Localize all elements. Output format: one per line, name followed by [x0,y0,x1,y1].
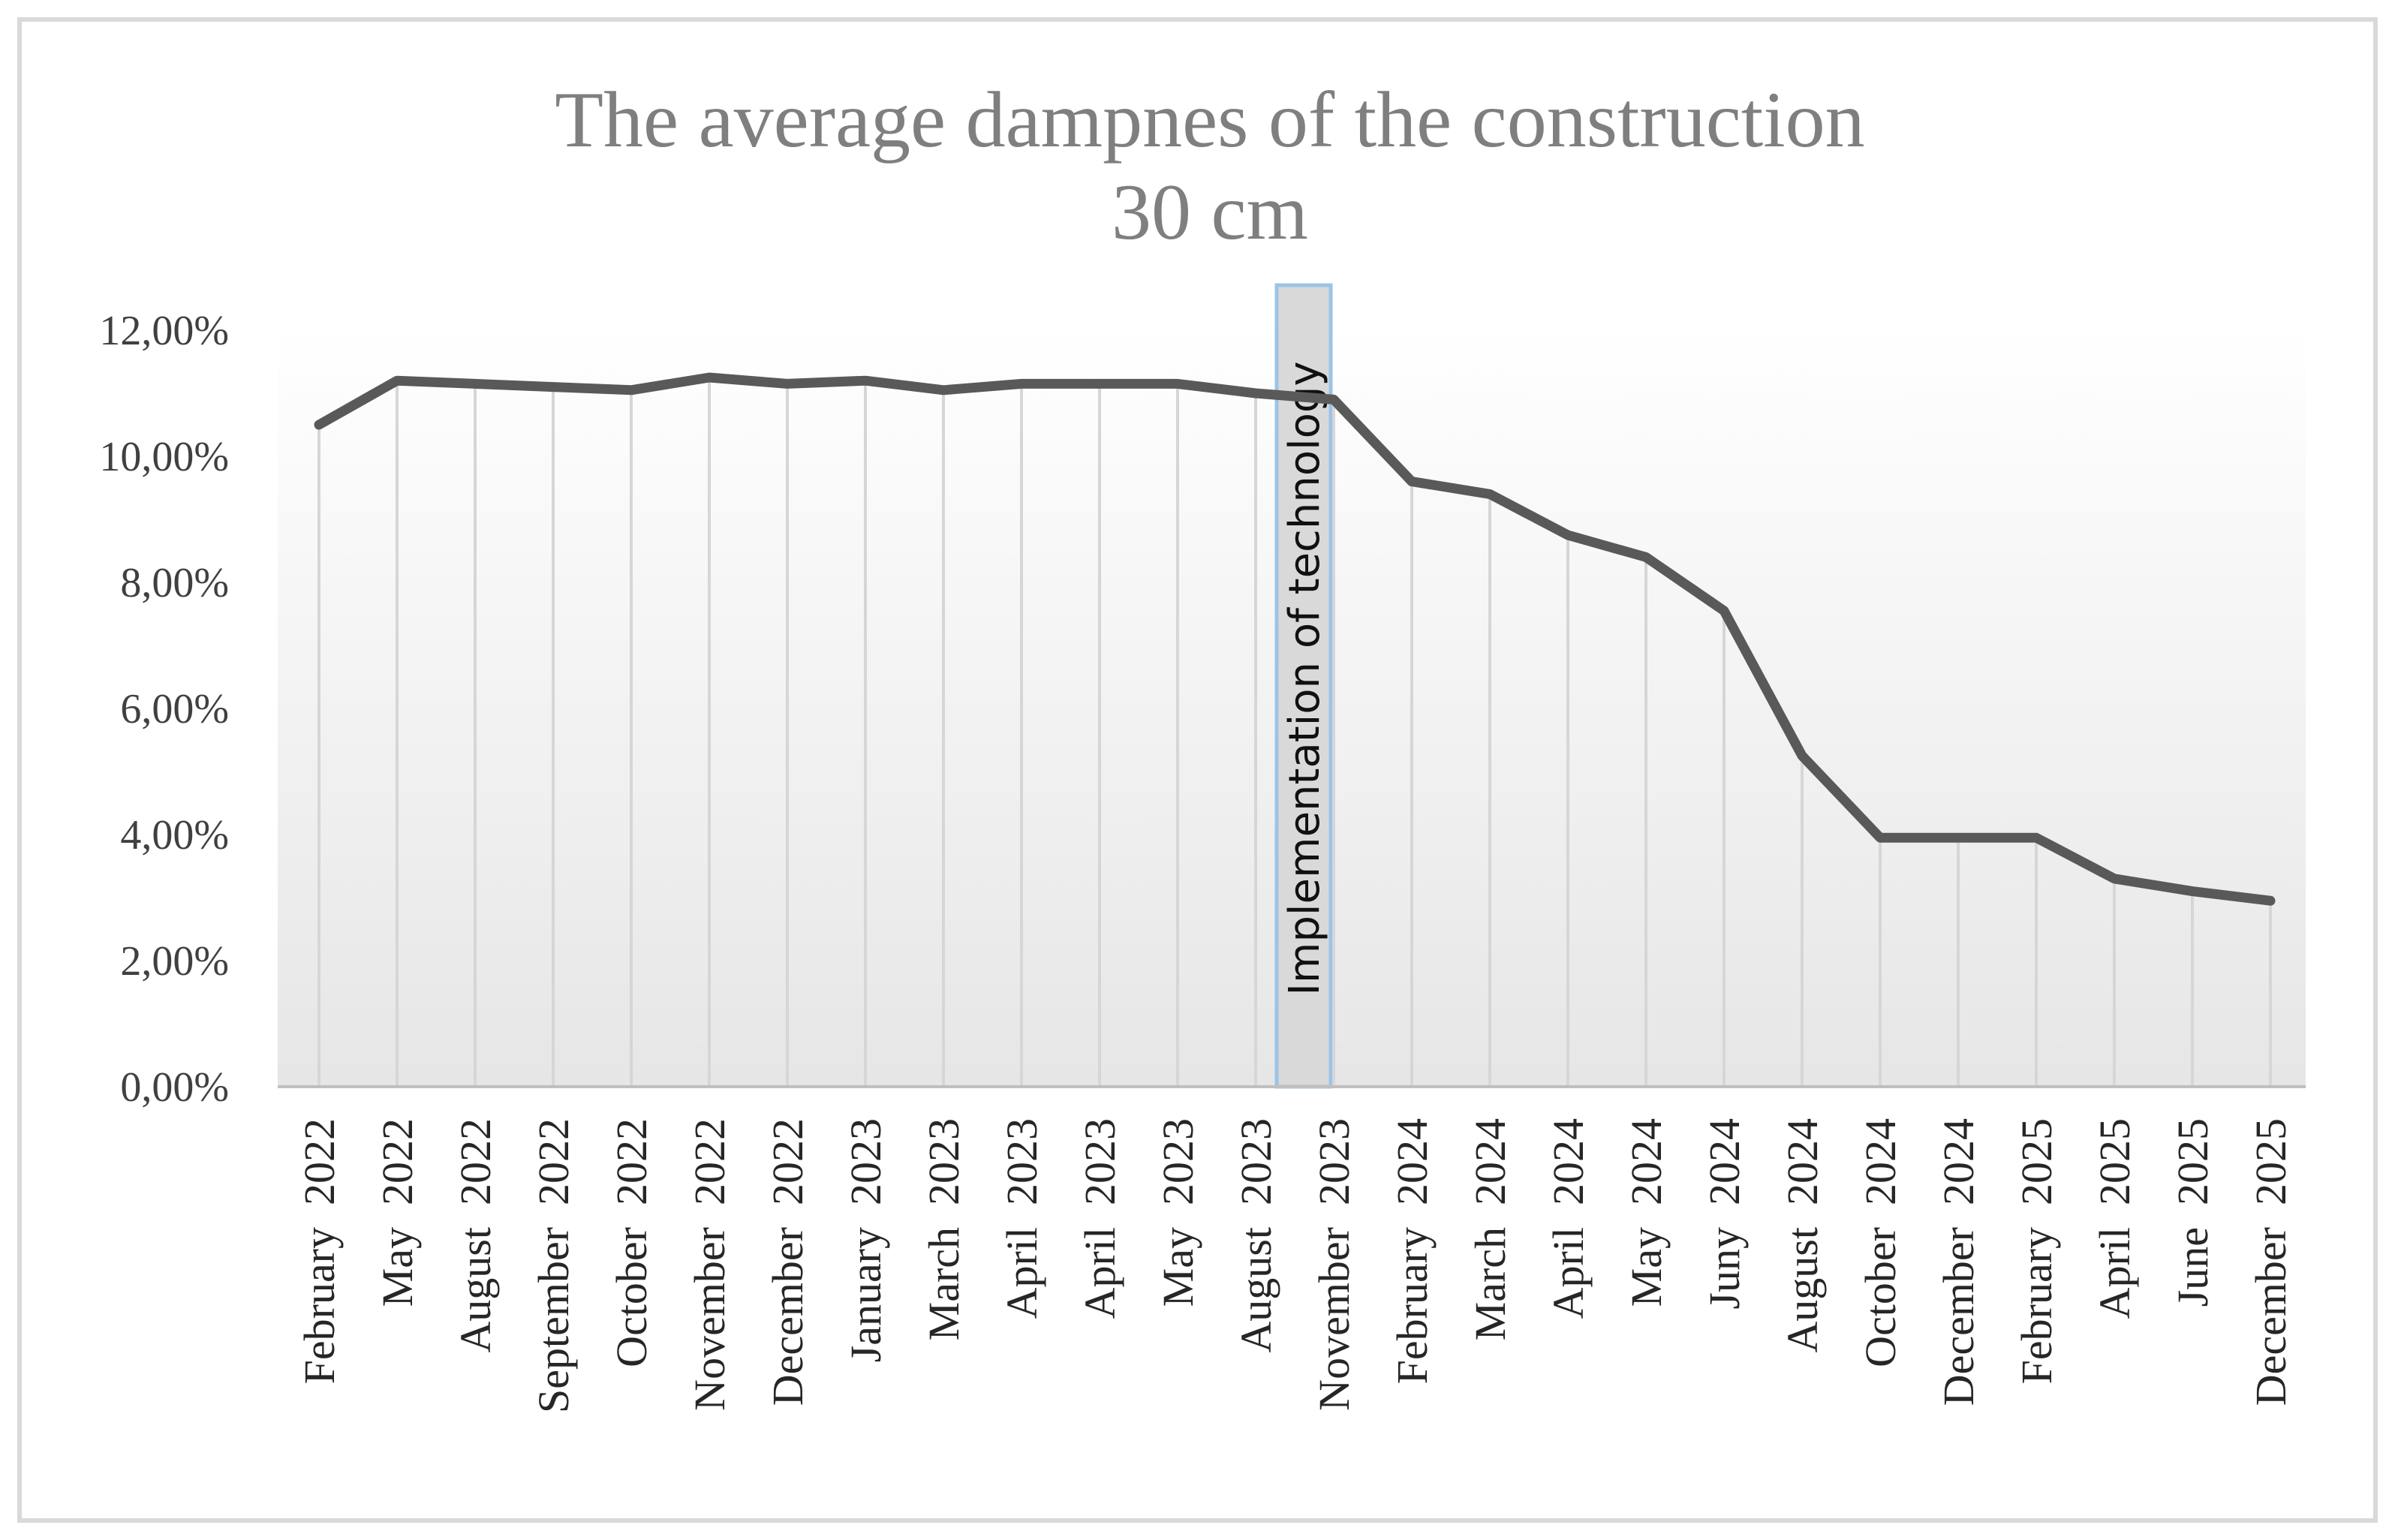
x-tick-label: April 2023 [997,1118,1046,1319]
data-point [1876,833,1885,843]
x-tick-label: October 2022 [607,1118,656,1367]
x-tick-label: May 2023 [1154,1118,1202,1307]
chart-subtitle: 30 cm [1112,168,1308,256]
x-tick-label: September 2022 [529,1118,578,1413]
data-point [1329,395,1338,405]
data-point [939,385,948,395]
y-tick-label: 10,00% [99,434,229,480]
x-tick-label: October 2024 [1856,1118,1905,1367]
data-point [1407,477,1416,486]
annotation-label: Implementation of technology [1280,361,1329,995]
x-tick-label: November 2022 [685,1118,734,1411]
x-axis: February 2022 May 2022 August 2022 Septembe… [295,1118,2295,1413]
chart-title: The average dampnes of the construction [555,76,1864,164]
data-point [1641,552,1650,562]
data-point [1095,379,1104,389]
y-tick-label: 6,00% [120,686,229,732]
x-tick-label: Juny 2024 [1700,1118,1749,1310]
x-tick-label: May 2024 [1622,1118,1671,1307]
x-tick-label: August 2024 [1778,1118,1827,1353]
data-point [393,376,402,386]
x-tick-label: March 2024 [1466,1118,1515,1340]
x-tick-label: February 2024 [1388,1118,1437,1384]
data-point [1251,389,1260,398]
data-point [1720,606,1729,615]
data-point [1017,379,1026,389]
y-tick-label: 12,00% [99,308,229,354]
x-tick-label: March 2023 [919,1118,968,1340]
x-tick-label: April 2023 [1076,1118,1124,1319]
data-point [314,420,323,429]
data-point [1563,531,1572,540]
x-tick-label: June 2025 [2168,1118,2217,1307]
x-tick-label: April 2025 [2090,1118,2139,1319]
data-point [1954,833,1963,843]
data-point [2110,874,2119,883]
data-point [1173,379,1182,389]
data-point [1798,751,1807,760]
data-point [783,379,792,389]
x-tick-label: February 2022 [295,1118,344,1384]
x-tick-label: April 2024 [1544,1118,1593,1319]
x-tick-label: December 2024 [1934,1118,1983,1406]
annotation-box [1274,283,1333,1089]
x-tick-label: May 2022 [373,1118,422,1307]
drop-lines [317,377,2272,1087]
x-tick-label: December 2022 [763,1118,812,1406]
x-tick-label: November 2023 [1310,1118,1358,1411]
x-tick-label: February 2025 [2012,1118,2061,1384]
series-group [314,372,2276,906]
data-point [1485,489,1494,499]
data-point [471,379,480,389]
data-point [627,385,636,395]
x-tick-label: January 2023 [841,1118,890,1362]
x-tick-label: August 2023 [1232,1118,1280,1353]
y-tick-label: 0,00% [120,1064,229,1111]
x-tick-label: December 2025 [2246,1118,2295,1406]
series-line [314,372,2276,906]
data-point [2032,833,2041,843]
y-tick-label: 4,00% [120,812,229,859]
data-point [2188,886,2197,896]
x-tick-label: August 2022 [451,1118,500,1353]
data-point [861,376,870,386]
data-point [549,382,558,392]
data-point [2266,896,2275,906]
y-axis: 0,00% 2,00% 4,00% 6,00% 8,00% 10,00% 12,00% [99,308,229,1111]
annotation-group: Implementation of technology [1274,283,1333,1089]
y-tick-label: 8,00% [120,560,229,606]
y-tick-label: 2,00% [120,938,229,985]
data-point [705,373,714,382]
